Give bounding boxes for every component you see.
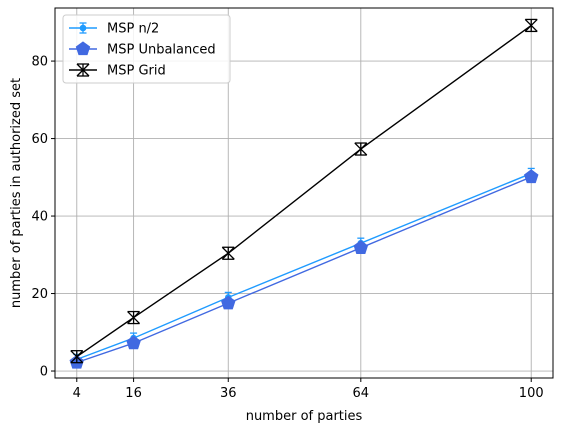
x-tick-label: 4 — [73, 386, 81, 401]
legend-marker — [76, 63, 90, 77]
y-tick-label: 60 — [31, 132, 48, 147]
series-2 — [69, 169, 539, 369]
legend: MSP n/2 MSP Unbalanced MSP Grid — [62, 14, 231, 84]
legend-marker — [79, 22, 87, 34]
series-3 — [70, 18, 538, 364]
data-point — [524, 18, 538, 33]
x-tick-label: 100 — [519, 386, 544, 401]
plot-frame — [54, 7, 554, 379]
series-line — [76, 176, 532, 364]
data-point — [221, 295, 236, 310]
data-point — [523, 169, 539, 184]
x-tick-label: 36 — [220, 386, 237, 401]
series-layer — [69, 18, 539, 369]
y-tick-label: 0 — [40, 365, 48, 380]
legend-label: MSP Unbalanced — [107, 43, 216, 58]
x-axis-label: number of parties — [246, 409, 363, 424]
legend-marker — [75, 41, 91, 56]
y-tick-label: 20 — [31, 287, 48, 302]
y-axis-ticks: 0 20 40 60 80 — [31, 55, 55, 380]
data-point — [353, 240, 369, 254]
y-tick-label: 40 — [31, 210, 48, 225]
series-line — [76, 172, 532, 361]
y-axis-label: number of parties in authorized set — [9, 78, 24, 308]
series-1 — [73, 167, 535, 366]
data-point — [127, 310, 141, 325]
legend-entry: MSP n/2 — [69, 22, 159, 37]
y-tick-label: 80 — [31, 55, 48, 70]
legend-box — [62, 14, 231, 84]
legend-label: MSP n/2 — [107, 22, 159, 37]
legend-entry: MSP Grid — [69, 63, 166, 79]
legend-label: MSP Grid — [107, 64, 166, 79]
data-point — [221, 246, 235, 260]
data-point — [126, 335, 141, 350]
data-point — [70, 350, 84, 364]
x-axis-ticks: 4 16 36 64 100 — [73, 378, 544, 401]
x-tick-label: 16 — [125, 386, 142, 401]
legend-entry: MSP Unbalanced — [69, 41, 216, 58]
data-point — [354, 142, 368, 156]
x-tick-label: 64 — [353, 386, 370, 401]
